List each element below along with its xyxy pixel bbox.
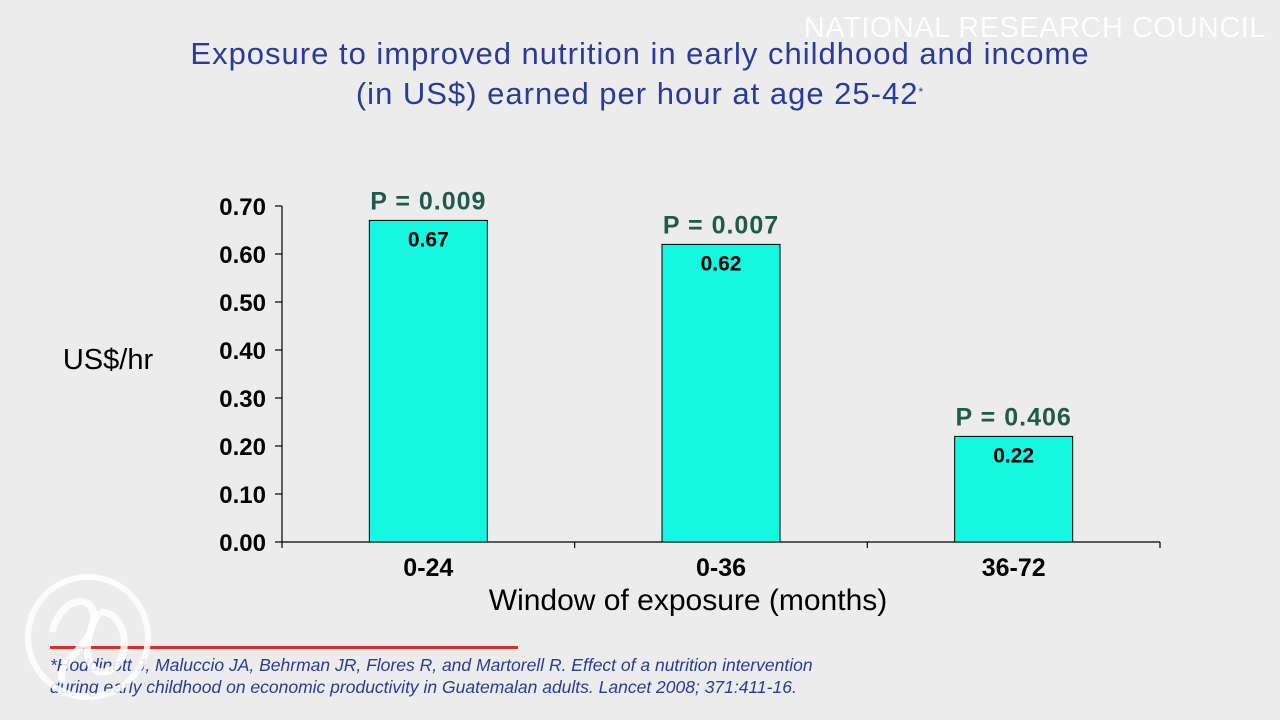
y-tick-label: 0.00: [219, 530, 266, 557]
p-value-annotation: P = 0.009: [370, 187, 486, 215]
bar-value-label: 0.22: [993, 444, 1034, 467]
y-tick-label: 0.50: [219, 290, 266, 317]
bar: [368, 219, 488, 543]
bar: [954, 435, 1074, 543]
p-value-annotation: P = 0.007: [663, 211, 779, 239]
y-tick-label: 0.30: [219, 386, 266, 413]
x-axis: 0-24 0-36 36-72: [281, 541, 1161, 582]
title-line-2: (in US$) earned per hour at age 25-42*: [0, 74, 1280, 114]
watermark-text: NATIONAL RESEARCH COUNCIL: [803, 12, 1266, 44]
title-line-2-text: (in US$) earned per hour at age 25-42: [355, 76, 919, 111]
citation-line-2: during early childhood on economic produ…: [50, 677, 797, 697]
y-axis-label: US$/hr: [63, 344, 154, 376]
x-tick-label: 36-72: [982, 554, 1046, 582]
bar: [661, 243, 781, 543]
y-tick-label: 0.60: [219, 242, 266, 269]
footer-divider: [50, 646, 518, 649]
anniversary-logo-icon: [25, 574, 151, 700]
y-tick-label: 0.70: [219, 194, 266, 221]
y-tick-label: 0.40: [219, 338, 266, 365]
x-tick-label: 0-24: [403, 554, 453, 582]
y-tick-label: 0.20: [219, 434, 266, 461]
citation-line-1: *Hoddinott J, Maluccio JA, Behrman JR, F…: [50, 655, 813, 675]
citation: *Hoddinott J, Maluccio JA, Behrman JR, F…: [50, 654, 1200, 698]
p-value-annotation: P = 0.406: [956, 403, 1072, 431]
y-tick-label: 0.10: [219, 482, 266, 509]
slide-title: Exposure to improved nutrition in early …: [0, 34, 1280, 114]
title-footnote-marker: *: [918, 85, 925, 99]
bars: 0.67 P = 0.009 0.62 P = 0.007 0.22 P = 0.406: [368, 187, 1074, 543]
bar-value-label: 0.62: [701, 252, 742, 275]
x-tick-label: 0-36: [696, 554, 746, 582]
y-axis: 0.00 0.10 0.20 0.30 0.40 0.50 0.60 0.70: [219, 194, 283, 557]
x-axis-label: Window of exposure (months): [489, 584, 888, 617]
title-line-1: Exposure to improved nutrition in early …: [190, 36, 1090, 71]
bar-value-label: 0.67: [408, 228, 449, 251]
